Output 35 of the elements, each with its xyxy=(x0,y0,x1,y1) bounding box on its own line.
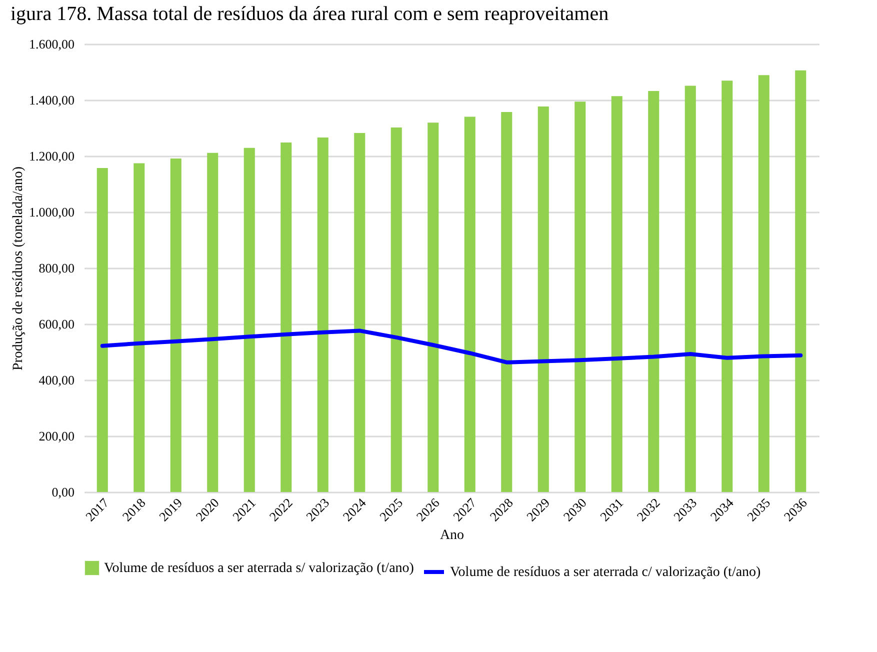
chart-title: igura 178. Massa total de resíduos da área rural com e sem reaproveitamen xyxy=(10,3,609,25)
line-series xyxy=(100,328,803,364)
y-tick-label: 1.000,00 xyxy=(29,204,74,220)
x-axis-title: Ano xyxy=(440,528,464,544)
bar xyxy=(538,106,549,492)
bar xyxy=(722,80,733,492)
bar xyxy=(317,138,328,492)
y-tick-label: 400,00 xyxy=(38,372,74,388)
bar xyxy=(428,122,439,492)
bar xyxy=(244,148,255,492)
bar xyxy=(464,116,476,492)
y-tick-label: 600,00 xyxy=(38,316,74,332)
y-tick-label: 1.600,00 xyxy=(29,36,74,52)
bar xyxy=(354,133,366,492)
bar xyxy=(684,86,696,492)
y-tick-label: 200,00 xyxy=(38,428,74,444)
legend-label: Volume de resíduos a ser aterrada c/ valorização (t/ano) xyxy=(450,565,762,580)
bar xyxy=(390,127,402,492)
bar xyxy=(170,158,182,492)
bar xyxy=(96,168,108,492)
bar xyxy=(611,96,622,492)
bar xyxy=(207,152,218,492)
y-tick-label: 1.200,00 xyxy=(29,148,74,164)
bar xyxy=(648,91,660,492)
y-tick-label: 1.400,00 xyxy=(29,92,74,108)
bar xyxy=(280,142,292,492)
bar xyxy=(574,102,586,492)
y-axis-title: Produção de resíduos (tonelada/ano) xyxy=(11,166,26,371)
bar xyxy=(501,112,512,492)
y-tick-label: 800,00 xyxy=(38,260,74,276)
y-tick-label: 0,00 xyxy=(52,484,74,500)
bar xyxy=(795,70,806,492)
bar xyxy=(758,75,770,492)
legend-label: Volume de resíduos a ser aterrada s/ valorização (t/ano) xyxy=(104,561,414,576)
bar xyxy=(134,163,145,492)
